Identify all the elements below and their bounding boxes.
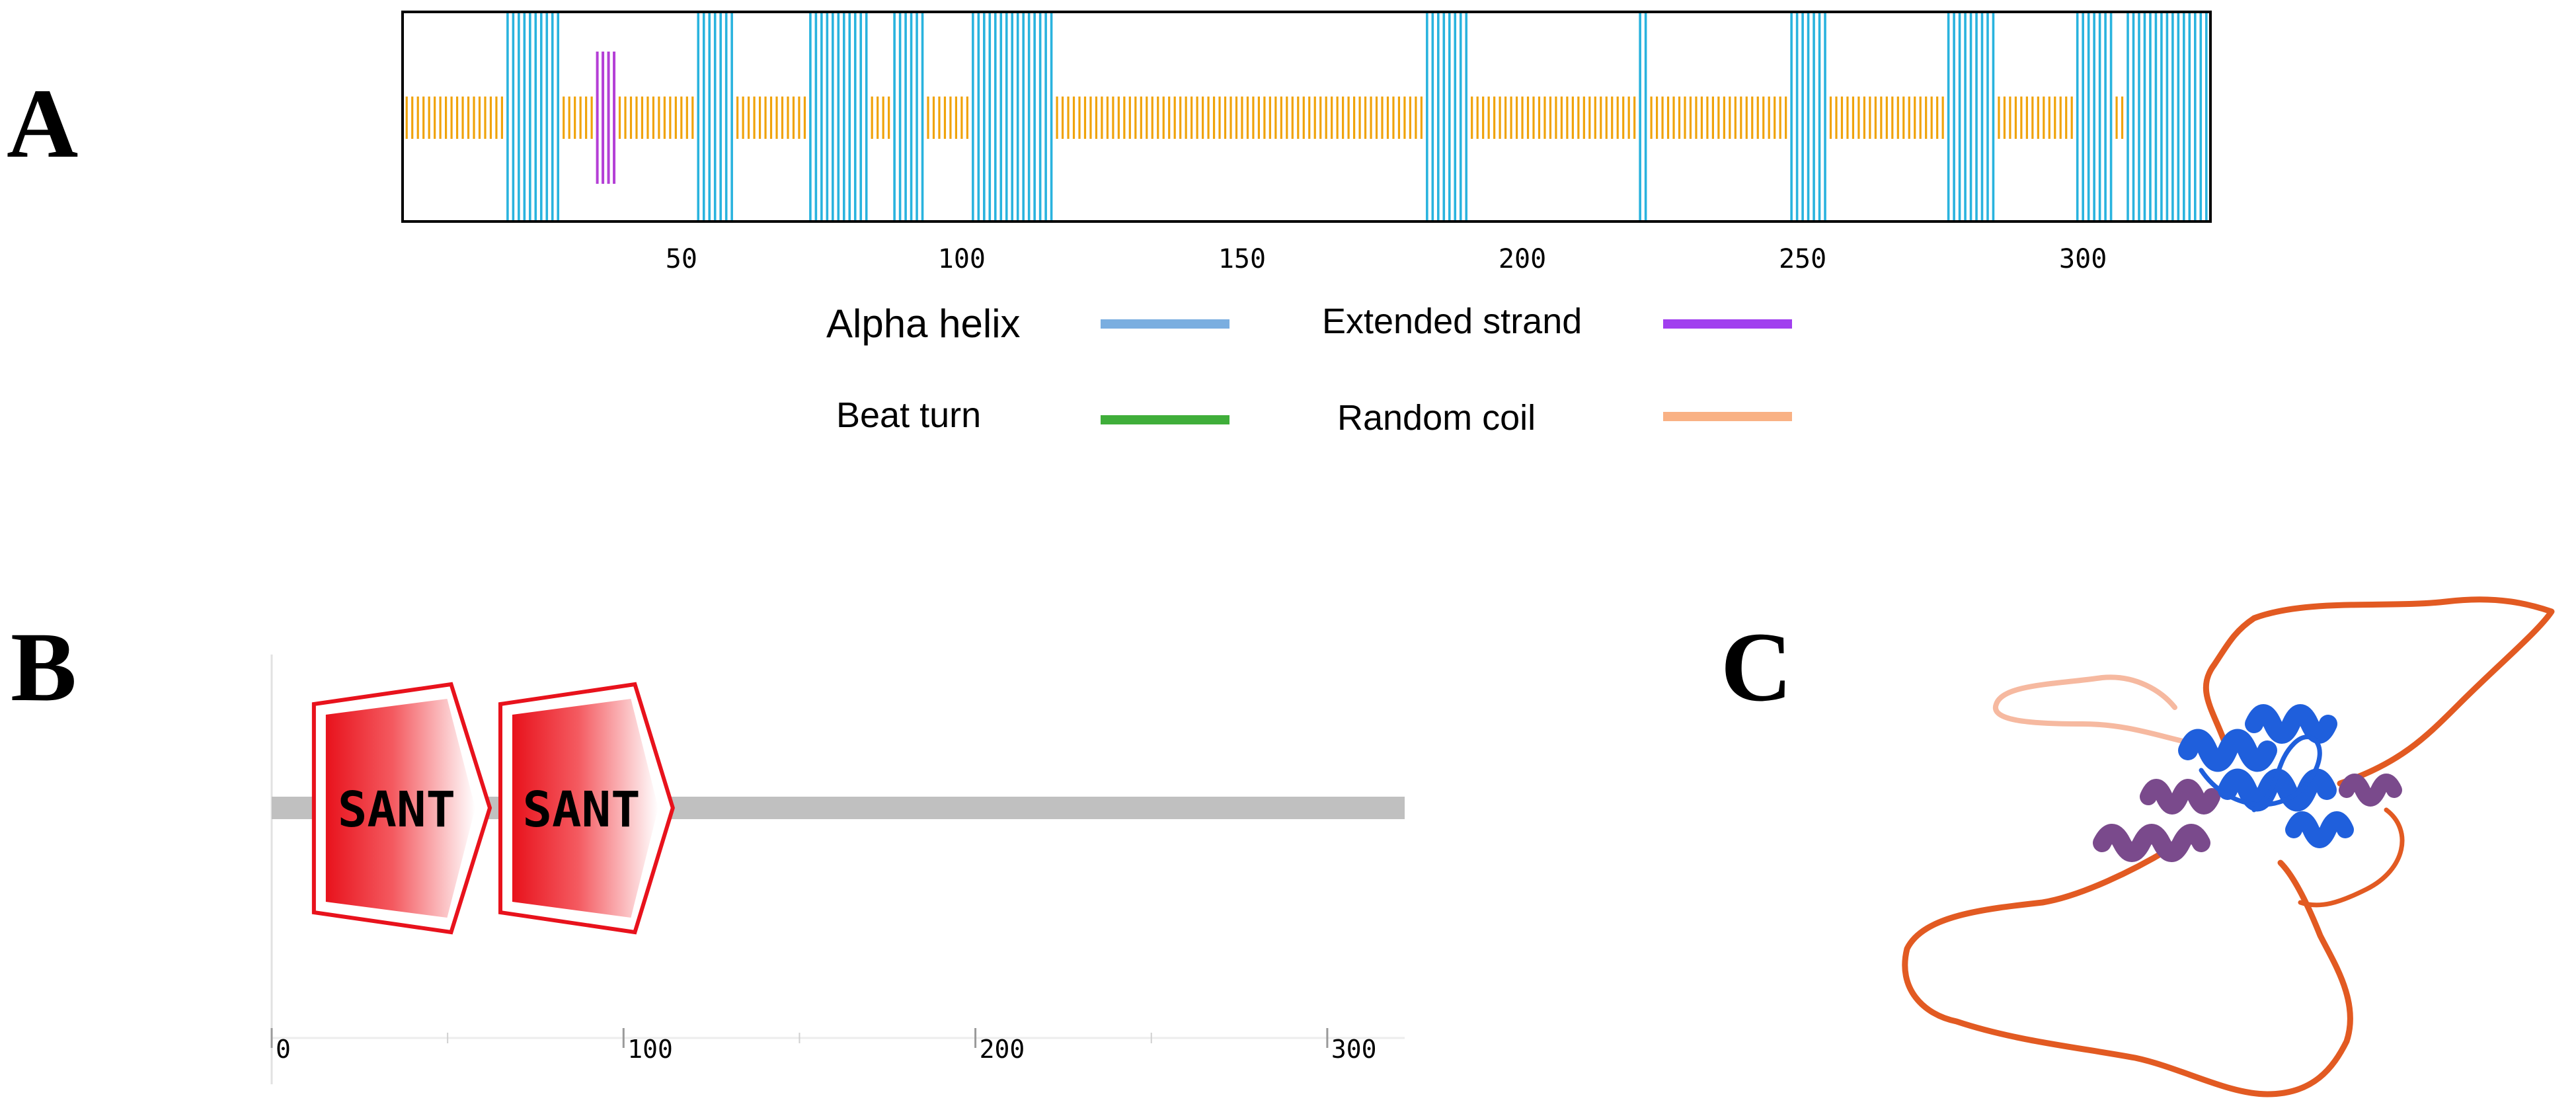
structure-core-helix-3 [2245,704,2337,744]
domain-architecture-diagram: SANT SANT 0 100 200 300 [270,655,1405,1084]
axis-tick-label: 100 [938,244,986,274]
structure-core-loop [2199,735,2322,813]
domain-axis-tick-label: 100 [627,1035,673,1064]
helix-segment [697,13,733,220]
secondary-structure-frame [401,11,2212,223]
panel-label-c: C [1721,612,1793,722]
structure-helix-lower-left [2140,779,2220,815]
coil-segment [618,97,694,139]
coil-segment [1998,97,2073,139]
coil-segment [1056,97,1423,139]
sant-domain-2: SANT [498,682,675,935]
structure-loop-right [2298,807,2405,908]
axis-tick-label: 50 [666,244,697,274]
axis-tick-label: 250 [1779,244,1826,274]
helix-segment [1790,13,1826,220]
panel-label-a: A [7,69,79,179]
coil-segment [405,97,504,139]
structure-core-helix-2 [2218,769,2337,811]
structure-loop-bottom [1902,846,2353,1097]
strand-segment [596,52,616,184]
helix-segment [809,13,868,220]
coil-segment [1471,97,1636,139]
secondary-structure-chart: 50 100 150 200 250 300 [401,11,2212,274]
domain-axis-tick-label: 300 [1331,1035,1377,1064]
panel-label-b: B [11,612,77,722]
structure-helix-left [2093,824,2210,862]
domain-axis-tick-label: 200 [980,1035,1025,1064]
legend-extended-strand-label: Extended strand [1322,301,1582,341]
structure-loop-top [2203,596,2555,787]
helix-segment [2127,13,2208,220]
legend-extended-strand-swatch [1663,319,1792,329]
coil-segment [2115,97,2124,139]
axis-tick-label: 300 [2059,244,2107,274]
structure-core-helix-1 [2178,729,2277,772]
legend-beta-turn-swatch [1101,415,1229,424]
axis-tick-label: 150 [1218,244,1266,274]
coil-segment [871,97,890,139]
coil-segment [563,97,593,139]
helix-segment [893,13,924,220]
domain-label: SANT [338,781,455,838]
legend-random-coil-swatch [1663,412,1792,421]
coil-segment [927,97,968,139]
helix-segment [1947,13,1995,220]
sant-domain-1: SANT [311,682,492,935]
structure-core-helix-4 [2285,811,2354,848]
structure-loop-left [1992,674,2197,746]
helix-segment [2076,13,2113,220]
legend-random-coil-label: Random coil [1337,398,1536,438]
legend-alpha-helix-label: Alpha helix [826,301,1021,346]
helix-segment [506,13,560,220]
coil-segment [1650,97,1787,139]
legend-beta-turn-label: Beat turn [836,395,982,435]
helix-segment [1639,13,1647,220]
helix-segment [972,13,1053,220]
coil-segment [1829,97,1944,139]
legend-alpha-helix-swatch [1101,319,1229,329]
domain-label: SANT [522,781,640,838]
protein-3d-structure [1902,596,2555,1097]
helix-segment [1426,13,1468,220]
structure-helix-right [2339,774,2402,807]
axis-tick-label: 200 [1499,244,1546,274]
domain-axis-tick-label: 0 [276,1035,291,1064]
coil-segment [736,97,806,139]
